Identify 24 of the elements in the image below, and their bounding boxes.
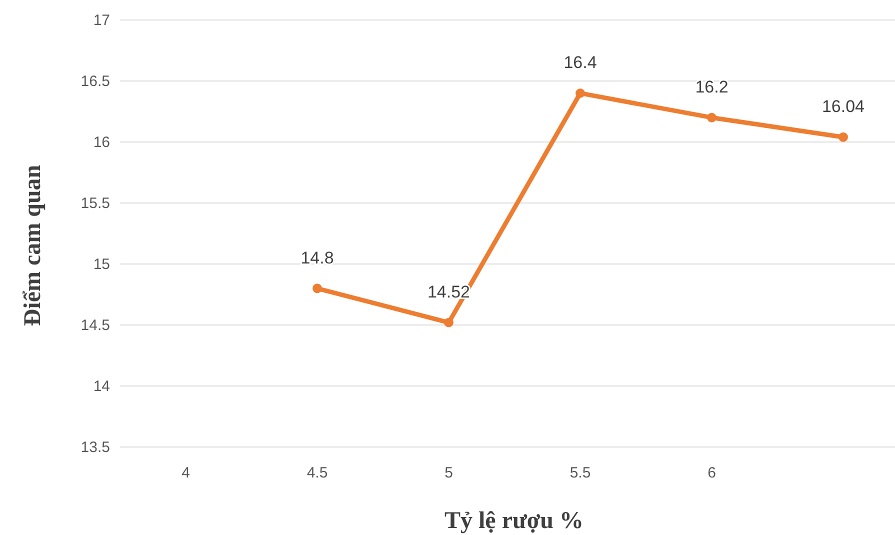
point <box>312 284 322 294</box>
y-tick-label: 14.5 <box>80 316 110 334</box>
y-axis-title: Điểm cam quan <box>20 164 46 326</box>
y-tick-label: 15 <box>93 256 110 273</box>
point <box>444 318 454 328</box>
y-tick-label: 17 <box>93 12 110 29</box>
y-tick-label: 16 <box>93 134 110 151</box>
data-label: 14.8 <box>300 248 334 268</box>
y-tick-label: 14 <box>93 378 110 395</box>
x-tick-label: 4 <box>182 464 190 482</box>
x-tick-label: 6 <box>708 464 716 482</box>
data-label: 16.4 <box>564 53 597 72</box>
x-tick-label: 5.5 <box>570 464 591 482</box>
point <box>576 88 585 98</box>
y-tick-label: 15.5 <box>80 194 110 212</box>
y-tick-label: 16.5 <box>80 72 110 90</box>
x-tick-label: 4.5 <box>306 464 328 482</box>
x-tick-label: 5 <box>444 464 453 482</box>
y-tick-label: 13.5 <box>80 438 110 456</box>
data-label: 16.2 <box>695 78 728 97</box>
x-axis-title: Tỷ lệ rượu % <box>444 508 584 534</box>
point <box>707 112 716 122</box>
point <box>838 132 848 142</box>
data-label: 16.04 <box>822 97 865 116</box>
